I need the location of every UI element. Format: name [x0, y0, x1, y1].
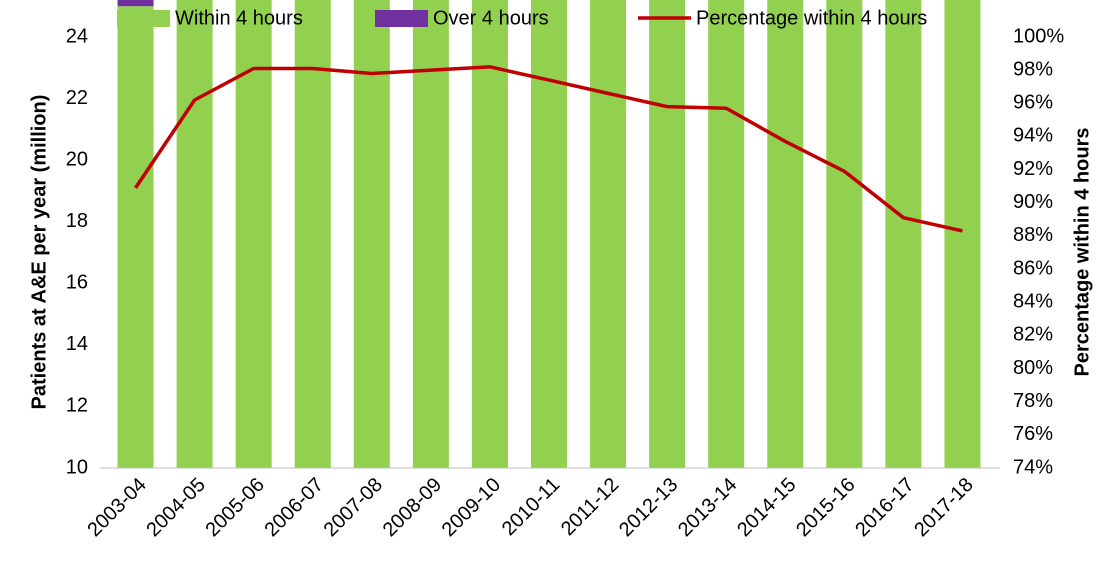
- y2-tick-label: 88%: [1013, 224, 1053, 246]
- bar-segment: [294, 0, 331, 469]
- x-tick-label: 2010-11: [498, 474, 564, 540]
- legend-swatch: [117, 10, 170, 27]
- x-tick-label: 2011-12: [557, 474, 623, 540]
- x-tick-label: 2006-07: [261, 474, 328, 541]
- bar-segment: [944, 0, 981, 468]
- bar-segment: [531, 0, 567, 468]
- bar-segment: [117, 0, 154, 7]
- bar-segment: [353, 0, 390, 468]
- y2-tick-label: 76%: [1013, 423, 1053, 445]
- y2-tick-label: 96%: [1013, 92, 1053, 114]
- bar-segment: [885, 0, 922, 468]
- y-tick-label: 18: [66, 210, 88, 232]
- x-tick-label: 2012-13: [615, 474, 682, 541]
- y-tick-label: 10: [66, 456, 88, 478]
- bar-segment: [708, 0, 745, 468]
- legend-label: Over 4 hours: [433, 7, 549, 29]
- bar-segment: [590, 0, 627, 469]
- x-tick-label: 2017-18: [910, 474, 977, 541]
- y2-tick-label: 92%: [1013, 158, 1053, 180]
- x-tick-label: 2009-10: [438, 474, 505, 541]
- bar-segment: [117, 6, 154, 468]
- y-tick-label: 22: [66, 87, 88, 109]
- bar-segment: [412, 0, 449, 468]
- bar-segment: [767, 0, 804, 468]
- y2-tick-label: 78%: [1013, 390, 1053, 412]
- x-tick-label: 2015-16: [792, 474, 859, 541]
- y2-tick-label: 94%: [1013, 125, 1053, 147]
- y2-tick-label: 84%: [1013, 291, 1053, 313]
- y-tick-label: 20: [66, 148, 88, 170]
- y2-tick-label: 82%: [1013, 324, 1053, 346]
- bar-segment: [826, 0, 863, 469]
- legend-swatch: [375, 10, 428, 27]
- x-tick-label: 2008-09: [379, 474, 446, 541]
- x-tick-label: 2016-17: [851, 474, 918, 541]
- bar-segment: [471, 0, 508, 469]
- legend-label: Percentage within 4 hours: [696, 7, 927, 29]
- bar-segment: [176, 0, 213, 468]
- y2-axis-title: Percentage within 4 hours: [1071, 128, 1093, 377]
- x-tick-label: 2003-04: [83, 474, 150, 541]
- bar-segment: [235, 0, 272, 468]
- y-tick-label: 24: [66, 25, 88, 47]
- x-tick-label: 2013-14: [674, 474, 741, 541]
- y-tick-label: 12: [66, 395, 88, 417]
- bar-segment: [649, 0, 686, 468]
- y2-tick-label: 74%: [1013, 456, 1053, 478]
- x-tick-label: 2007-08: [320, 474, 387, 541]
- y-tick-label: 14: [66, 333, 88, 355]
- y-axis-title: Patients at A&E per year (million): [28, 95, 50, 410]
- y-tick-label: 16: [66, 272, 88, 294]
- y2-tick-label: 90%: [1013, 191, 1053, 213]
- legend-label: Within 4 hours: [175, 7, 303, 29]
- y2-tick-label: 98%: [1013, 58, 1053, 80]
- line-series: [134, 65, 963, 233]
- y2-tick-label: 86%: [1013, 257, 1053, 279]
- x-tick-label: 2014-15: [733, 474, 800, 541]
- y2-tick-label: 100%: [1013, 25, 1064, 47]
- x-tick-label: 2005-06: [201, 474, 268, 541]
- y2-tick-label: 80%: [1013, 357, 1053, 379]
- x-tick-label: 2004-05: [142, 474, 209, 541]
